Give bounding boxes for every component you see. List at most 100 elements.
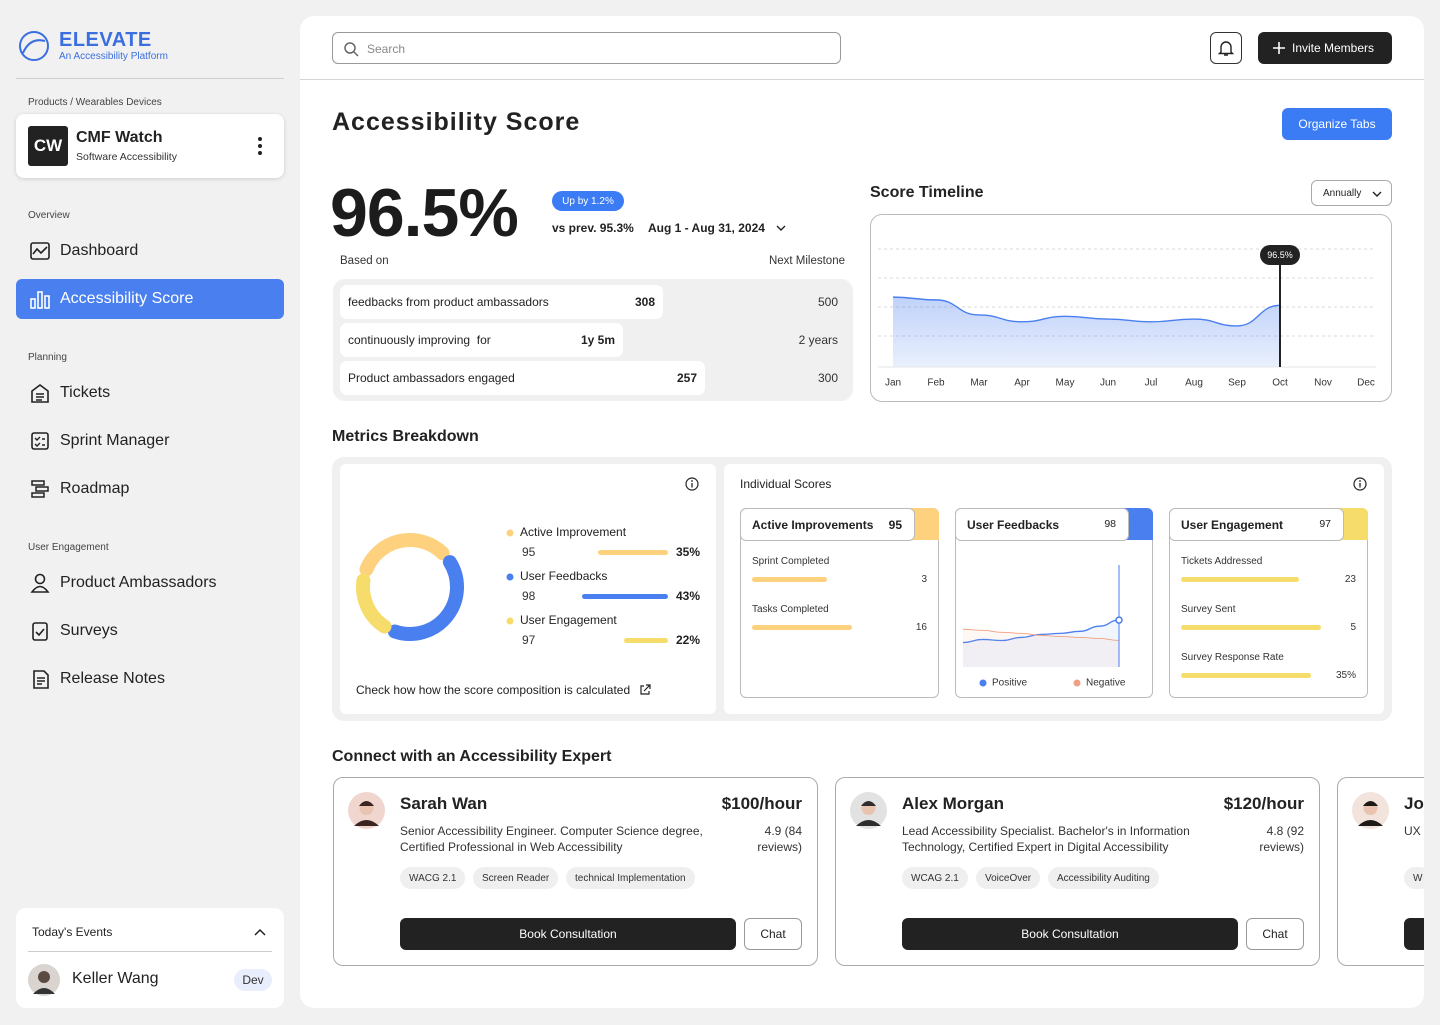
external-link-icon: [640, 684, 651, 695]
metric-value: 3: [921, 574, 927, 585]
divider: [16, 78, 284, 79]
nav-icon: [31, 480, 49, 498]
book-button[interactable]: Book Consultation: [400, 918, 736, 950]
metric-bar: [752, 577, 827, 582]
product-card[interactable]: CW CMF Watch Software Accessibility: [16, 114, 284, 178]
expert-tag: technical Implementation: [566, 867, 695, 889]
nav-label: Dashboard: [60, 242, 139, 259]
score-row-value: 308: [634, 295, 655, 309]
events-card: Today's Events Keller Wang Dev: [16, 908, 284, 1008]
chevron-icon: [776, 225, 786, 231]
expert-tag: Screen Reader: [473, 867, 559, 889]
nav-icon: [30, 242, 50, 260]
nav-item[interactable]: Release Notes: [16, 659, 284, 699]
expert-name: Jor: [1404, 794, 1424, 813]
score-row-milestone: 300: [817, 371, 838, 385]
nav-item[interactable]: Dashboard: [16, 231, 284, 271]
nav-item[interactable]: Sprint Manager: [16, 421, 284, 461]
notification-button[interactable]: [1210, 32, 1242, 64]
based-on-label: Based on: [340, 255, 389, 267]
expert-description: Lead Accessibility Specialist. Bachelor'…: [902, 824, 1190, 854]
score-card-header: User Feedbacks 98: [955, 508, 1129, 541]
score-card-name: Active Improvements: [752, 518, 874, 532]
metric-bar: [1181, 625, 1321, 630]
score-row-label: feedbacks from product ambassadors: [348, 295, 549, 309]
event-person: Keller Wang: [72, 970, 159, 987]
expert-card: Alex Morgan $120/hour Lead Accessibility S…: [835, 777, 1320, 966]
score-row-pill: continuously improving for 1y 5m: [340, 323, 623, 357]
score-row-label: Product ambassadors engaged: [348, 371, 515, 385]
metric-value: 23: [1344, 574, 1356, 585]
expert-rate: $120/hour: [1223, 794, 1304, 813]
search-placeholder: Search: [367, 42, 406, 56]
avatar: [28, 964, 60, 996]
brand-tagline: An Accessibility Platform: [59, 51, 168, 62]
composition-link[interactable]: Check how how the score composition is c…: [356, 683, 631, 697]
expert-card: Jor UX in H W: [1337, 777, 1424, 966]
nav-item[interactable]: Surveys: [16, 611, 284, 651]
organize-button[interactable]: Organize Tabs: [1282, 108, 1392, 140]
nav-label: Roadmap: [60, 480, 130, 497]
divider: [300, 79, 1424, 80]
expert-card: Sarah Wan $100/hour Senior Accessibility E…: [333, 777, 818, 966]
expert-tag: WACG 2.1: [400, 867, 466, 889]
nav-icon: [32, 622, 48, 641]
invite-button[interactable]: Invite Members: [1258, 32, 1392, 64]
metric-label: Tasks Completed: [752, 604, 829, 615]
book-button[interactable]: [1404, 918, 1424, 950]
composition-panel: [340, 464, 716, 714]
score-card-header: Active Improvements 95: [740, 508, 915, 541]
search-box[interactable]: Search: [332, 32, 841, 64]
expert-reviews: 4.8 (92 reviews): [1259, 824, 1304, 854]
score-card-score: 95: [888, 518, 902, 532]
role-badge: Dev: [234, 969, 272, 991]
chat-button[interactable]: Chat: [744, 918, 802, 950]
nav-section-label: User Engagement: [28, 542, 109, 553]
date-range[interactable]: Aug 1 - Aug 31, 2024: [648, 221, 765, 235]
product-name: CMF Watch: [76, 129, 163, 146]
more-icon: [258, 137, 262, 155]
metric-label: Sprint Completed: [752, 556, 830, 567]
timeline-title: Score Timeline: [870, 184, 984, 201]
nav-icon: [31, 432, 49, 450]
score-row-value: 257: [676, 371, 697, 385]
metric-label: Tickets Addressed: [1181, 556, 1263, 567]
experts-title: Connect with an Accessibility Expert: [332, 748, 612, 765]
nav-label: Product Ambassadors: [60, 574, 217, 591]
milestone-label: Next Milestone: [768, 255, 845, 267]
individual-panel: [724, 464, 1384, 714]
info-icon: [1353, 477, 1367, 491]
nav-section-label: Overview: [28, 210, 70, 221]
expert-tag: WCAG 2.1: [902, 867, 968, 889]
info-icon: [685, 477, 699, 491]
main-panel: Search Invite Members Accessibility Score O…: [300, 16, 1424, 1008]
score-row-label: continuously improving for: [348, 333, 491, 347]
product-initials: CW: [28, 126, 68, 166]
score-row-pill: Product ambassadors engaged 257: [340, 361, 705, 395]
book-button[interactable]: Book Consultation: [902, 918, 1238, 950]
sidebar: ELEVATE An Accessibility Platform Products…: [0, 0, 300, 1025]
individual-title: Individual Scores: [740, 477, 832, 491]
nav-label: Tickets: [60, 384, 111, 401]
nav-icon: [30, 291, 50, 309]
nav-icon: [30, 573, 50, 593]
score-card-header: User Engagement 97: [1169, 508, 1344, 541]
expert-avatar: [850, 792, 887, 829]
collapse-icon[interactable]: [254, 928, 266, 936]
nav-label: Release Notes: [60, 670, 165, 687]
nav-item[interactable]: Roadmap: [16, 469, 284, 509]
nav-section-label: Planning: [28, 352, 67, 363]
metric-bar: [752, 625, 852, 630]
expert-tag: W: [1404, 867, 1424, 889]
expert-name: Sarah Wan: [400, 794, 488, 813]
period-dropdown[interactable]: Annually: [1311, 180, 1392, 206]
nav-label: Surveys: [60, 622, 118, 639]
metric-bar: [1181, 577, 1299, 582]
nav-item[interactable]: Product Ambassadors: [16, 563, 284, 603]
nav-item[interactable]: Tickets: [16, 373, 284, 413]
nav-item[interactable]: Accessibility Score: [16, 279, 284, 319]
chat-button[interactable]: Chat: [1246, 918, 1304, 950]
timeline-frame: [870, 214, 1392, 402]
expert-avatar: [1352, 792, 1389, 829]
score-card-name: User Engagement: [1181, 518, 1284, 532]
